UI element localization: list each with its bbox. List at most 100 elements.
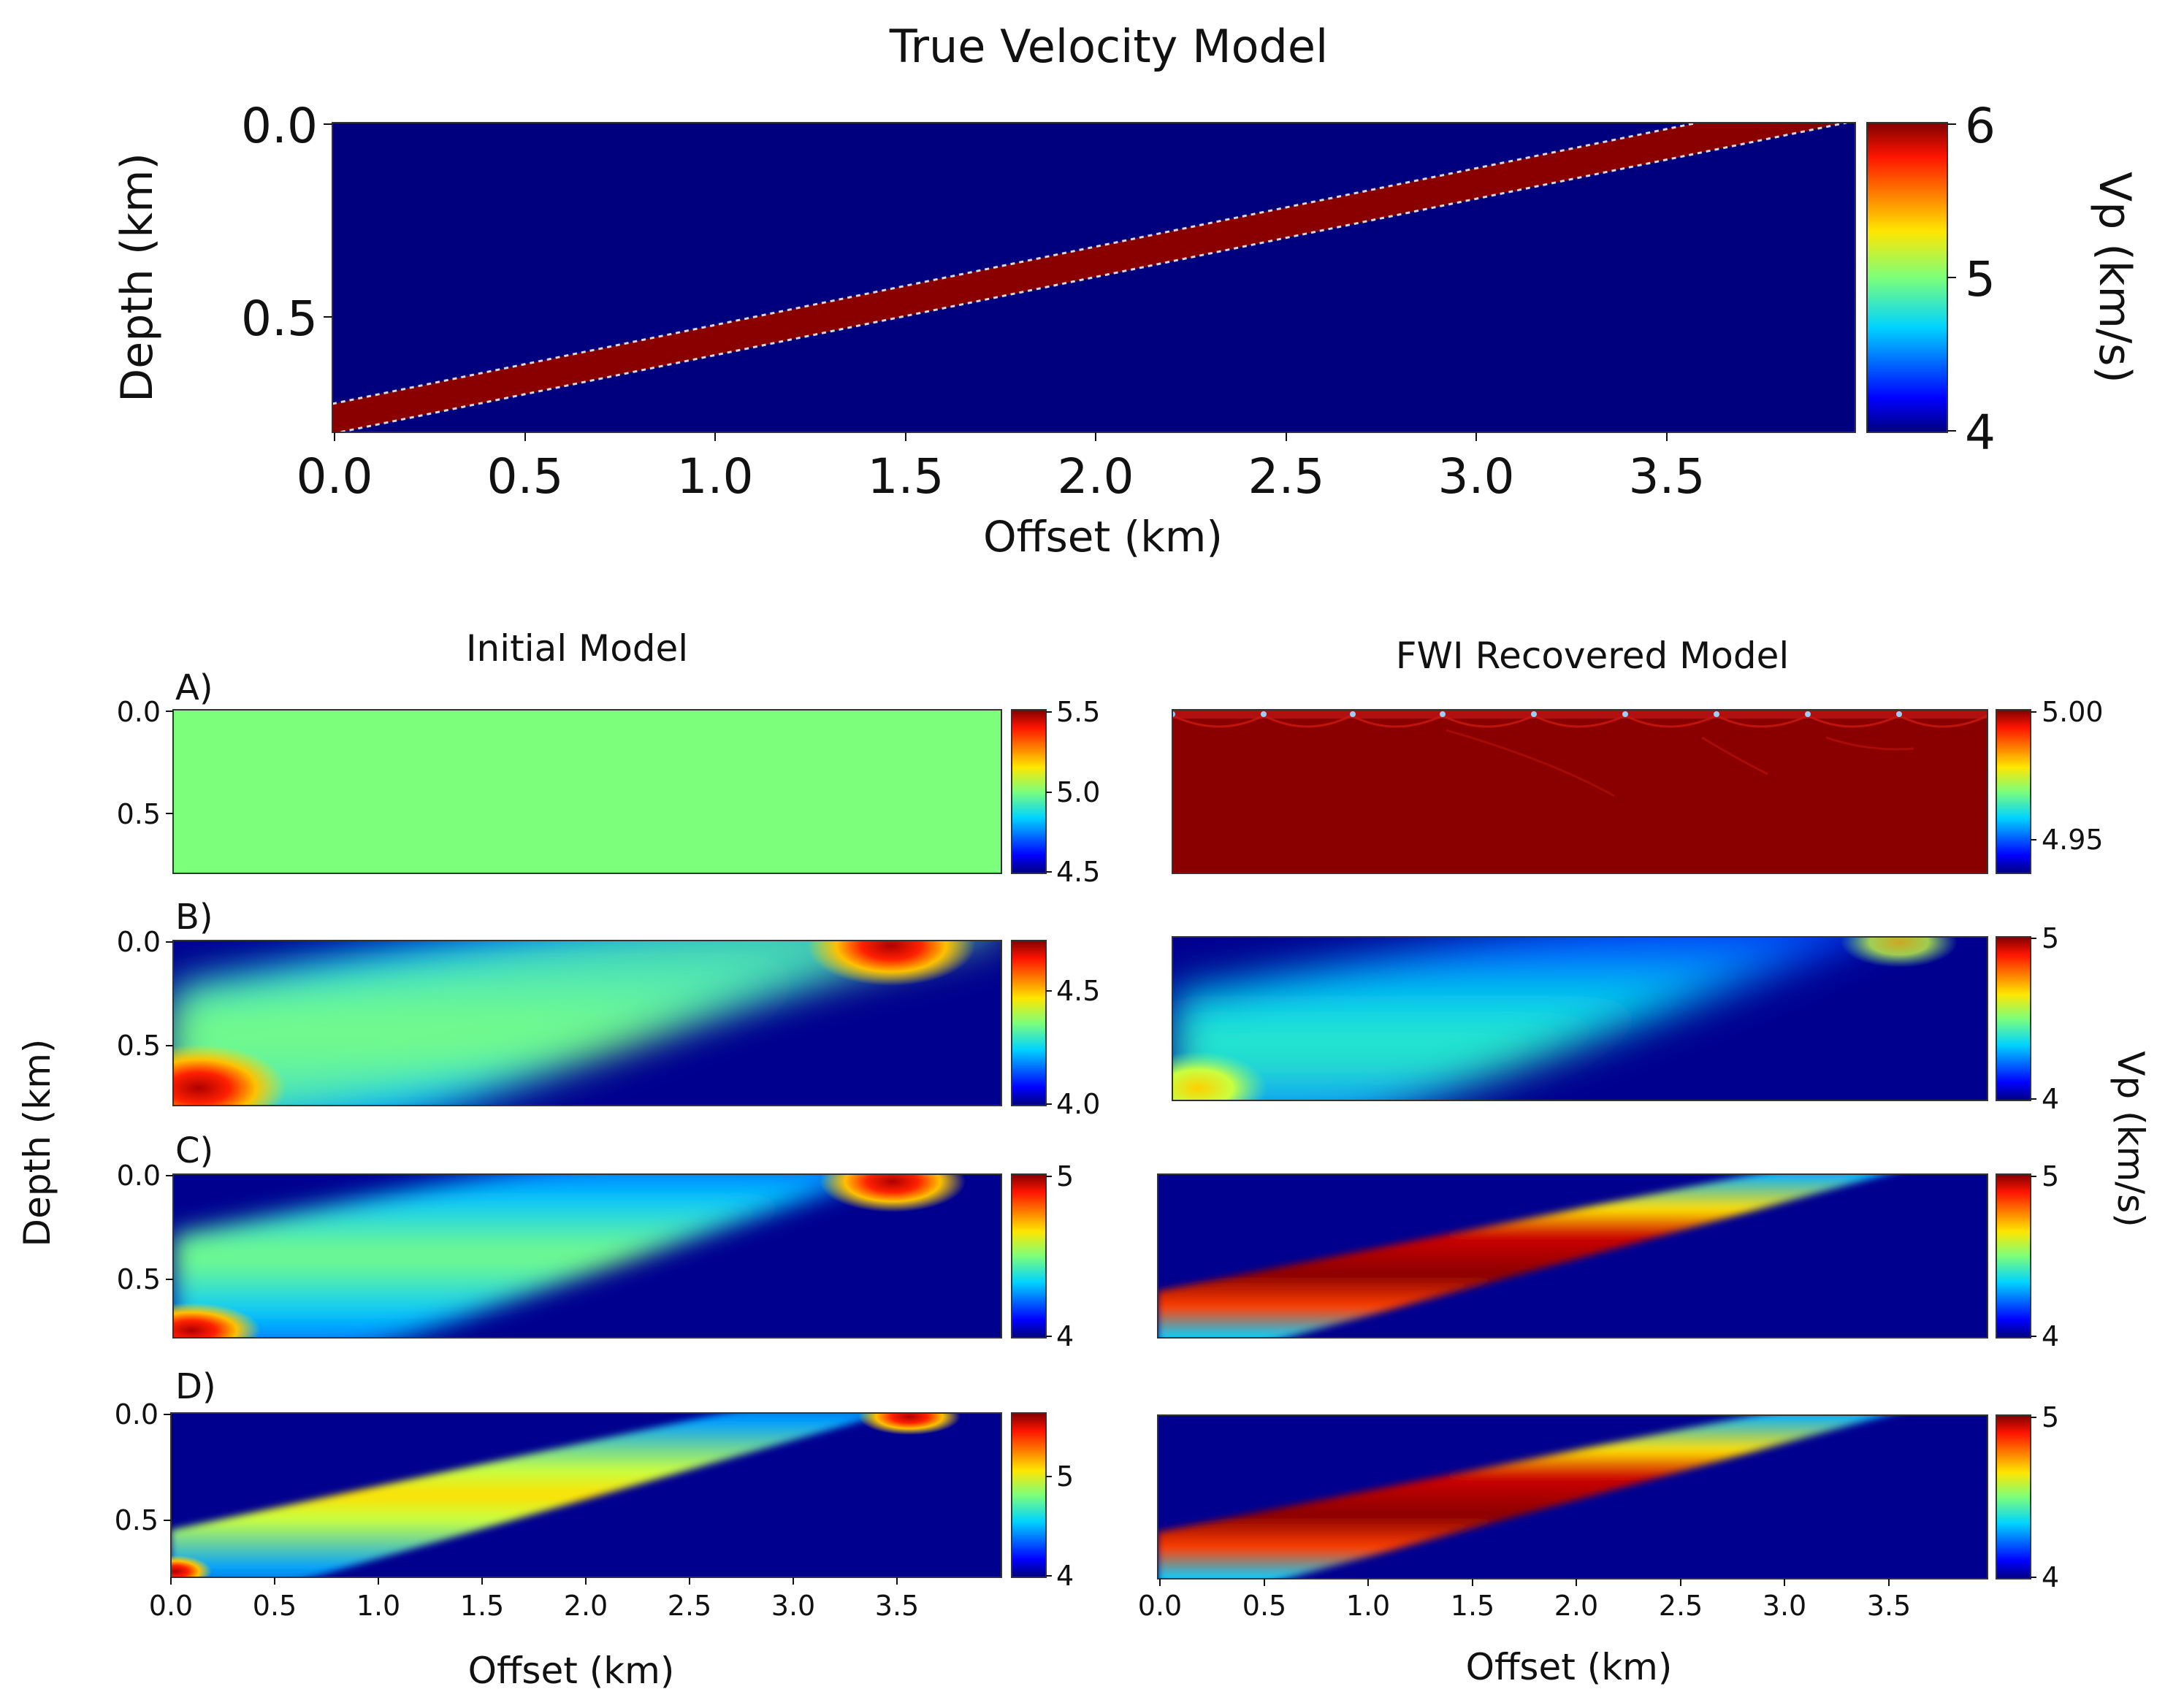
svg-text:1.5: 1.5 <box>460 1590 504 1622</box>
panel-d-initial-xticks: 0.0 0.5 1.0 1.5 2.0 2.5 3.0 3.5 <box>149 1577 919 1622</box>
svg-text:0.0: 0.0 <box>115 1398 159 1431</box>
svg-text:5: 5 <box>1056 1160 1074 1192</box>
top-xtick-6: 3.0 <box>1438 432 1515 505</box>
cbar-a-initial: 5.5 5.0 4.5 <box>1011 696 1100 888</box>
top-xtick-3: 1.5 <box>868 432 944 505</box>
d-initial-xtick-6: 3.0 <box>771 1577 815 1622</box>
panel-d-recovered-xticks: 0.0 0.5 1.0 1.5 2.0 2.5 3.0 3.5 <box>1138 1579 1911 1622</box>
top-xticks: 0.0 0.5 1.0 1.5 2.0 2.5 3.0 3.5 <box>297 432 1705 505</box>
svg-text:2.5: 2.5 <box>1248 448 1325 505</box>
d-initial-xtick-7: 3.5 <box>875 1577 919 1622</box>
top-cbar-label: Vp (km/s) <box>2089 172 2140 383</box>
panel-c-recovered-frame <box>1157 1173 1988 1339</box>
top-ylabel: Depth (km) <box>112 153 163 402</box>
svg-text:1.5: 1.5 <box>1451 1590 1494 1622</box>
svg-text:0.0: 0.0 <box>1138 1590 1182 1622</box>
svg-text:0.0: 0.0 <box>117 926 161 958</box>
svg-text:2.0: 2.0 <box>1058 448 1134 505</box>
d-rec-xtick-1: 0.5 <box>1242 1579 1286 1622</box>
svg-text:0.5: 0.5 <box>253 1590 297 1622</box>
shared-xlabel-left: Offset (km) <box>468 1650 675 1692</box>
row-letter-d: D) <box>175 1366 216 1407</box>
top-xtick-2: 1.0 <box>677 432 754 505</box>
svg-text:4.5: 4.5 <box>1056 856 1100 888</box>
col-title-initial: Initial Model <box>466 627 688 670</box>
svg-text:4: 4 <box>1056 1320 1074 1352</box>
panel-b-initial-frame <box>172 940 1002 1106</box>
d-initial-xtick-1: 0.5 <box>253 1577 297 1622</box>
svg-text:3.5: 3.5 <box>875 1590 919 1622</box>
svg-text:4.5: 4.5 <box>1056 975 1100 1007</box>
d-initial-xtick-3: 1.5 <box>460 1577 504 1622</box>
d-rec-xtick-2: 1.0 <box>1346 1579 1390 1622</box>
cbar-b-initial: 4.5 4.0 <box>1011 940 1100 1120</box>
svg-text:3.0: 3.0 <box>771 1590 815 1622</box>
svg-text:1.0: 1.0 <box>677 448 754 505</box>
panel-c-initial <box>173 1174 1001 1338</box>
top-ytick-0.5: 0.5 <box>241 291 332 347</box>
panel-d-recovered <box>1158 1415 1988 1579</box>
d-rec-xtick-3: 1.5 <box>1451 1579 1494 1622</box>
top-xtick-7: 3.5 <box>1629 432 1705 505</box>
col-title-recovered: FWI Recovered Model <box>1396 635 1790 677</box>
svg-text:5.00: 5.00 <box>2042 696 2104 728</box>
svg-text:3.0: 3.0 <box>1763 1590 1806 1622</box>
top-cbar-tick-4: 4 <box>1947 405 1996 461</box>
svg-text:1.0: 1.0 <box>356 1590 400 1622</box>
d-initial-xtick-5: 2.5 <box>668 1577 711 1622</box>
d-initial-xtick-2: 1.0 <box>356 1577 400 1622</box>
top-heatmap <box>332 123 1855 432</box>
svg-text:0.5: 0.5 <box>117 798 161 830</box>
row-letter-c: C) <box>175 1130 213 1171</box>
svg-text:0.0: 0.0 <box>117 696 161 728</box>
panel-d-recovered-frame <box>1157 1414 1988 1579</box>
svg-text:5: 5 <box>1056 1460 1074 1493</box>
panel-c-recovered <box>1158 1174 1988 1338</box>
panel-d-initial-yticks: 0.0 0.5 <box>115 1398 171 1536</box>
svg-text:0.5: 0.5 <box>117 1030 161 1062</box>
svg-text:2.0: 2.0 <box>1554 1590 1598 1622</box>
svg-text:5: 5 <box>2042 1401 2059 1433</box>
panel-c-initial-yticks: 0.0 0.5 <box>117 1160 173 1295</box>
panel-a-initial-yticks: 0.0 0.5 <box>117 696 173 830</box>
svg-text:0.5: 0.5 <box>487 448 564 505</box>
panel-c-initial-frame <box>172 1173 1002 1339</box>
top-xtick-5: 2.5 <box>1248 432 1325 505</box>
svg-text:3.5: 3.5 <box>1867 1590 1911 1622</box>
svg-text:4.0: 4.0 <box>1056 1088 1100 1120</box>
svg-text:4: 4 <box>2042 1083 2059 1115</box>
d-rec-xtick-0: 0.0 <box>1138 1579 1182 1622</box>
svg-text:0.0: 0.0 <box>149 1590 193 1622</box>
top-xtick-1: 0.5 <box>487 432 564 505</box>
svg-text:5: 5 <box>2042 922 2059 954</box>
d-rec-xtick-4: 2.0 <box>1554 1579 1598 1622</box>
svg-text:0.5: 0.5 <box>117 1263 161 1295</box>
shared-xlabel-right: Offset (km) <box>1466 1646 1673 1688</box>
svg-text:0.5: 0.5 <box>115 1504 159 1536</box>
svg-text:0.5: 0.5 <box>241 291 318 347</box>
d-rec-xtick-6: 3.0 <box>1763 1579 1806 1622</box>
svg-text:5: 5 <box>2042 1160 2059 1192</box>
svg-text:1.0: 1.0 <box>1346 1590 1390 1622</box>
cbar-b-recovered: 5 4 <box>1996 922 2059 1115</box>
svg-text:4: 4 <box>1965 405 1996 461</box>
d-rec-xtick-5: 2.5 <box>1659 1579 1703 1622</box>
d-rec-xtick-7: 3.5 <box>1867 1579 1911 1622</box>
row-letter-b: B) <box>175 897 213 938</box>
svg-text:0.5: 0.5 <box>1242 1590 1286 1622</box>
panel-d-initial <box>171 1413 1001 1577</box>
shared-cbar-label: Vp (km/s) <box>2109 1051 2152 1227</box>
svg-text:2.0: 2.0 <box>564 1590 608 1622</box>
svg-text:4: 4 <box>2042 1320 2059 1352</box>
d-initial-xtick-4: 2.0 <box>564 1577 608 1622</box>
top-xtick-4: 2.0 <box>1058 432 1134 505</box>
panel-a-recovered-frame <box>1172 709 1988 874</box>
svg-text:4: 4 <box>1056 1560 1074 1592</box>
svg-text:4.95: 4.95 <box>2042 824 2104 856</box>
svg-text:1.5: 1.5 <box>868 448 944 505</box>
panel-b-initial-yticks: 0.0 0.5 <box>117 926 173 1062</box>
svg-text:3.0: 3.0 <box>1438 448 1515 505</box>
svg-text:0.0: 0.0 <box>297 448 373 505</box>
top-title: True Velocity Model <box>889 20 1328 73</box>
